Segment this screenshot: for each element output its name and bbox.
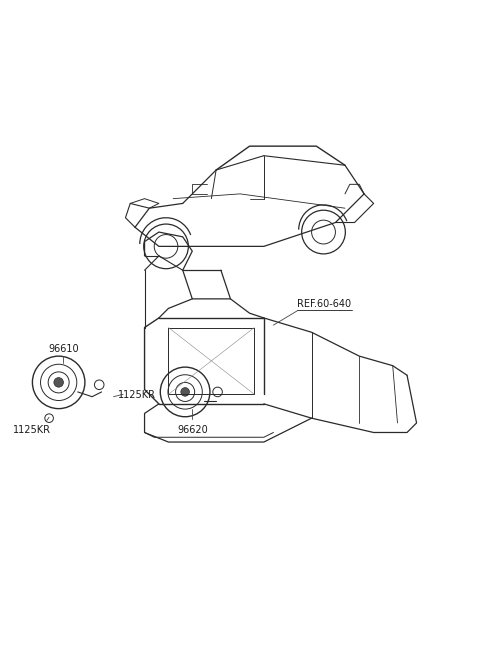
Circle shape — [54, 378, 63, 387]
Text: 1125KR: 1125KR — [13, 425, 51, 436]
Text: 1125KR: 1125KR — [118, 390, 156, 400]
Text: 96610: 96610 — [48, 344, 79, 354]
Circle shape — [181, 388, 190, 396]
Text: 96620: 96620 — [177, 425, 208, 436]
Text: REF.60-640: REF.60-640 — [297, 299, 351, 309]
